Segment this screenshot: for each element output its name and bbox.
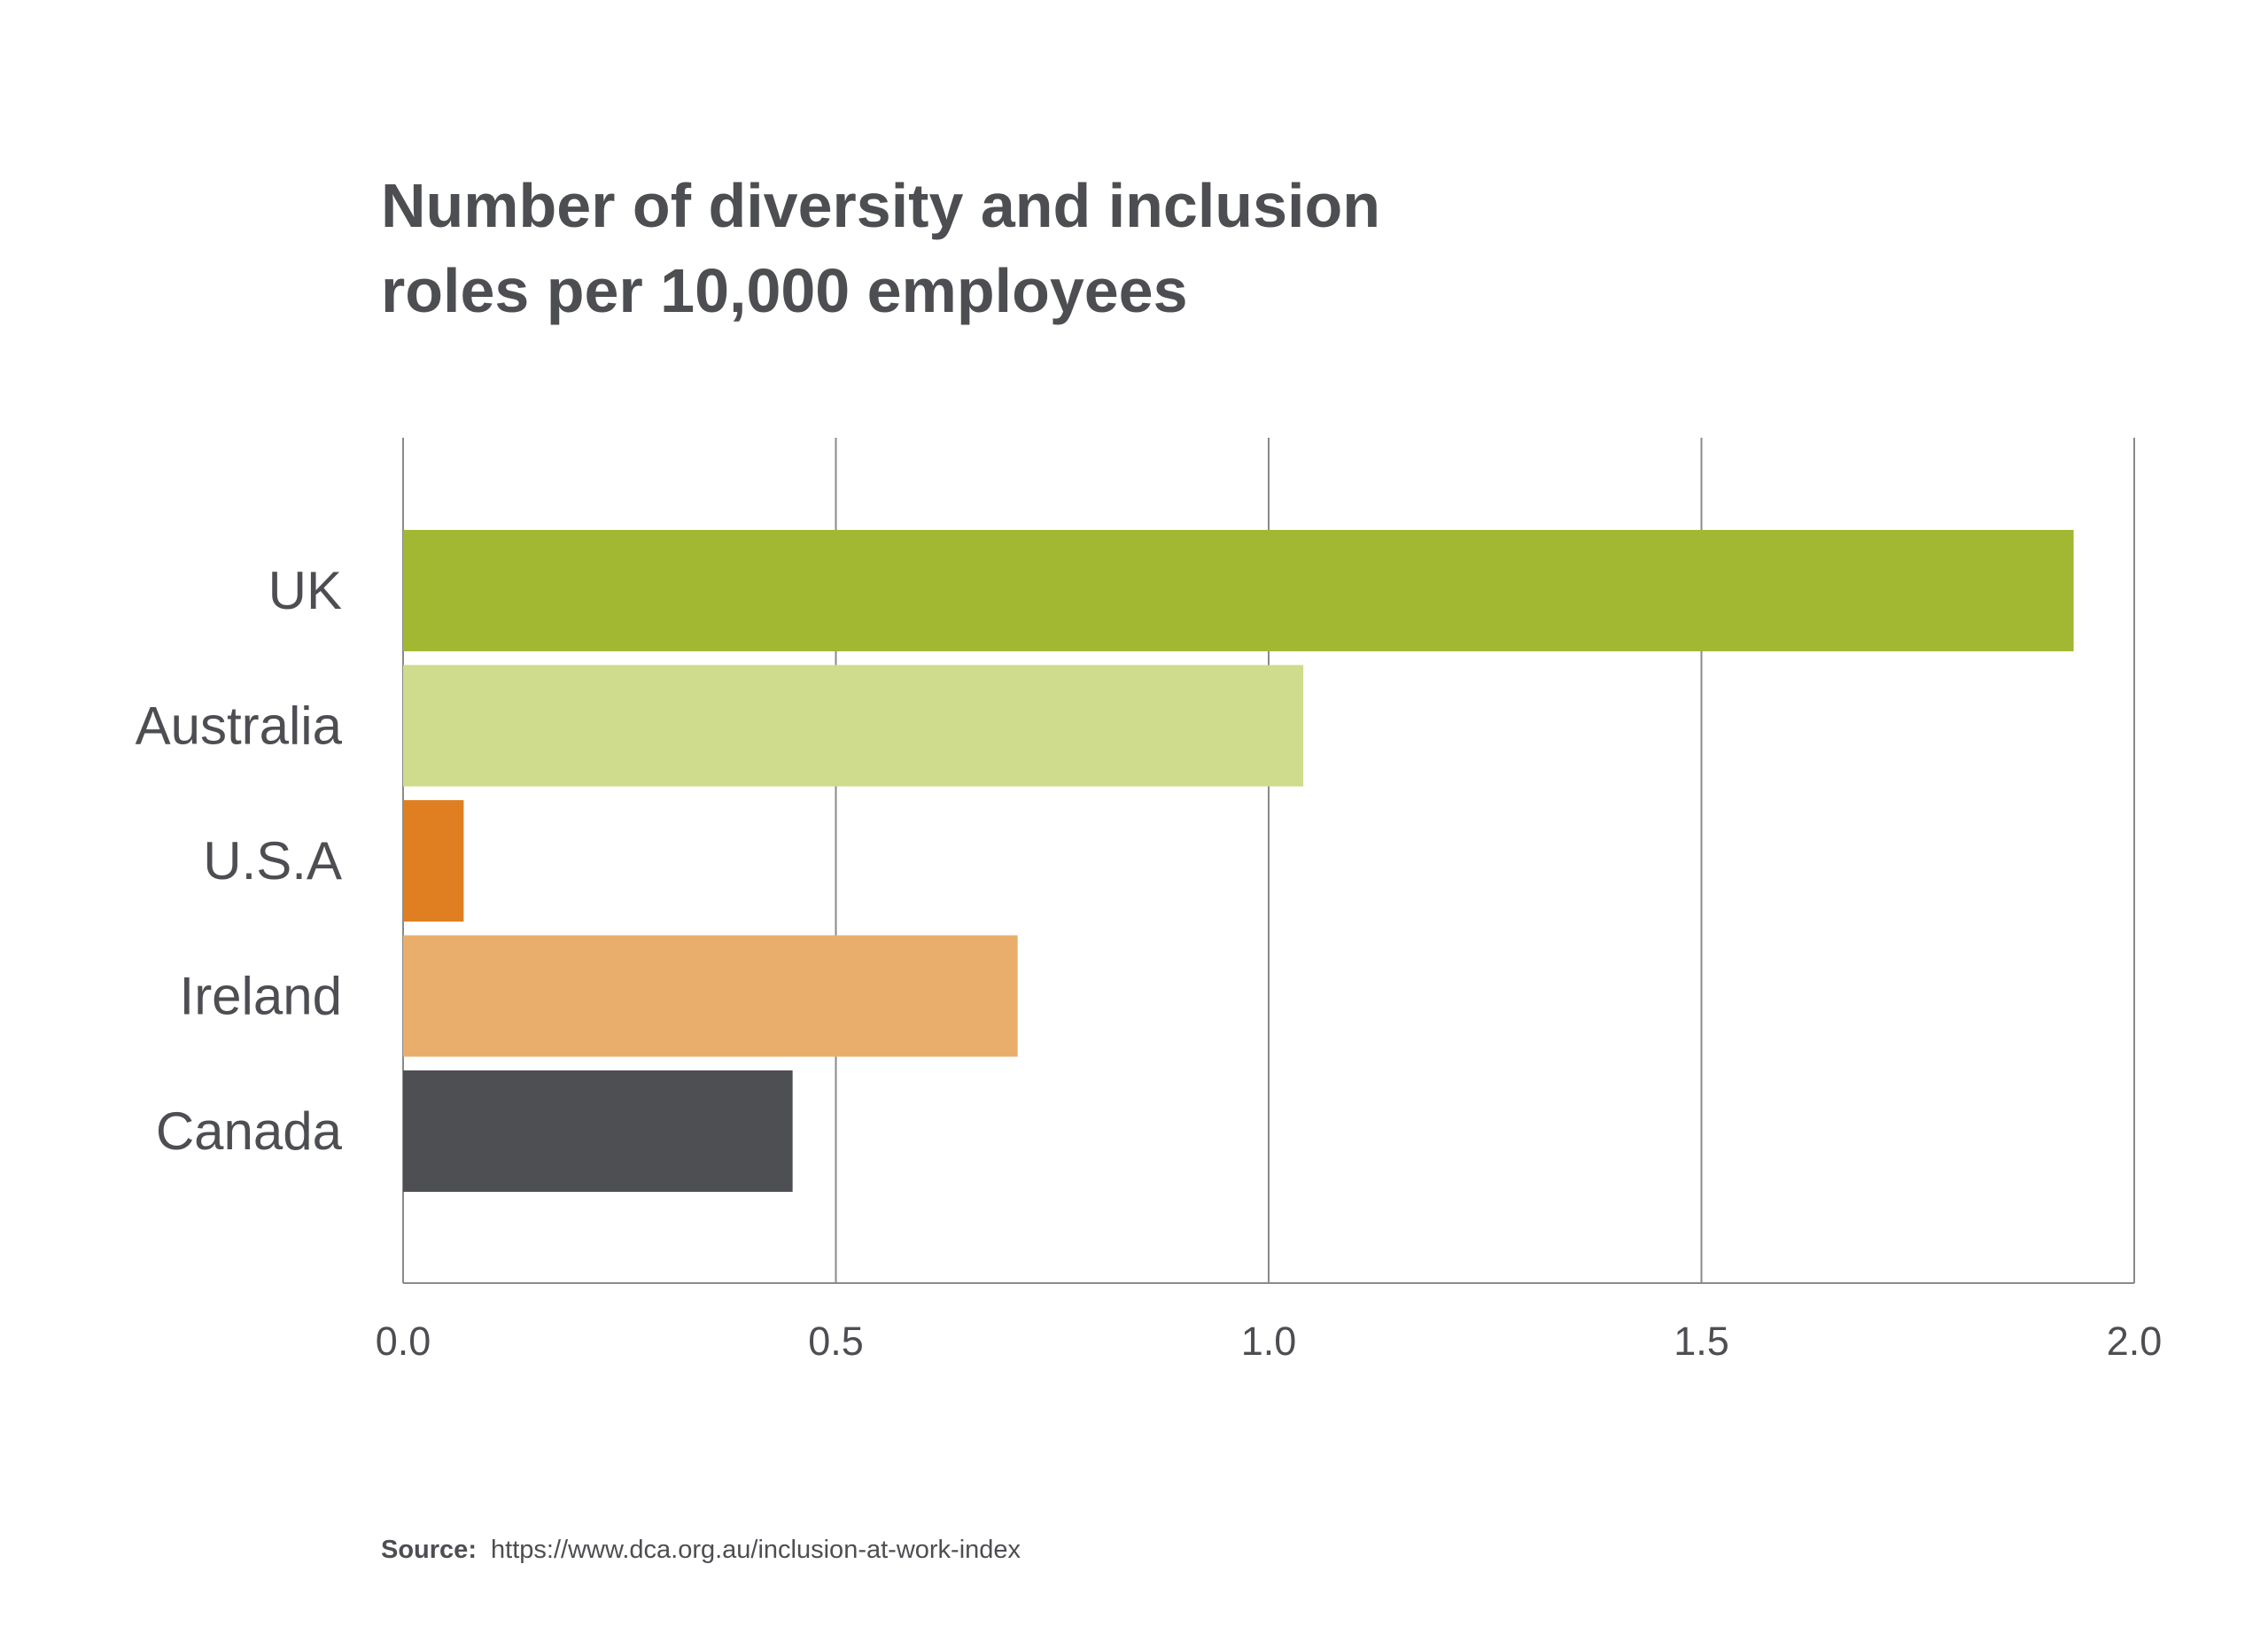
x-tick-label-3: 1.5: [1674, 1319, 1729, 1364]
category-label-ireland: Ireland: [180, 967, 342, 1026]
source-note: Source: https://www.dca.org.au/inclusion…: [381, 1536, 1021, 1564]
bar-australia: [403, 665, 1304, 787]
chart-title-line-1: Number of diversity and inclusion: [381, 171, 1380, 240]
x-tick-label-4: 2.0: [2107, 1319, 2163, 1364]
x-tick-label-1: 0.5: [808, 1319, 864, 1364]
bar-canada: [403, 1070, 793, 1192]
category-labels: UK Australia U.S.A Ireland Canada: [136, 561, 343, 1161]
bar-u-s-a: [403, 800, 464, 922]
bars: [403, 530, 2074, 1192]
source-prefix: Source:: [381, 1536, 477, 1564]
bar-ireland: [403, 935, 1018, 1057]
x-tick-labels: 0.0 0.5 1.0 1.5 2.0: [376, 1319, 2163, 1364]
category-label-australia: Australia: [136, 696, 343, 756]
category-label-canada: Canada: [156, 1101, 343, 1161]
category-label-uk: UK: [268, 561, 342, 620]
category-label-u-s-a: U.S.A: [203, 831, 342, 891]
x-tick-label-2: 1.0: [1241, 1319, 1297, 1364]
source-url: https://www.dca.org.au/inclusion-at-work…: [491, 1536, 1021, 1564]
bar-uk: [403, 530, 2074, 651]
x-tick-label-0: 0.0: [376, 1319, 431, 1364]
chart-title-line-2: roles per 10,000 employees: [381, 256, 1188, 325]
